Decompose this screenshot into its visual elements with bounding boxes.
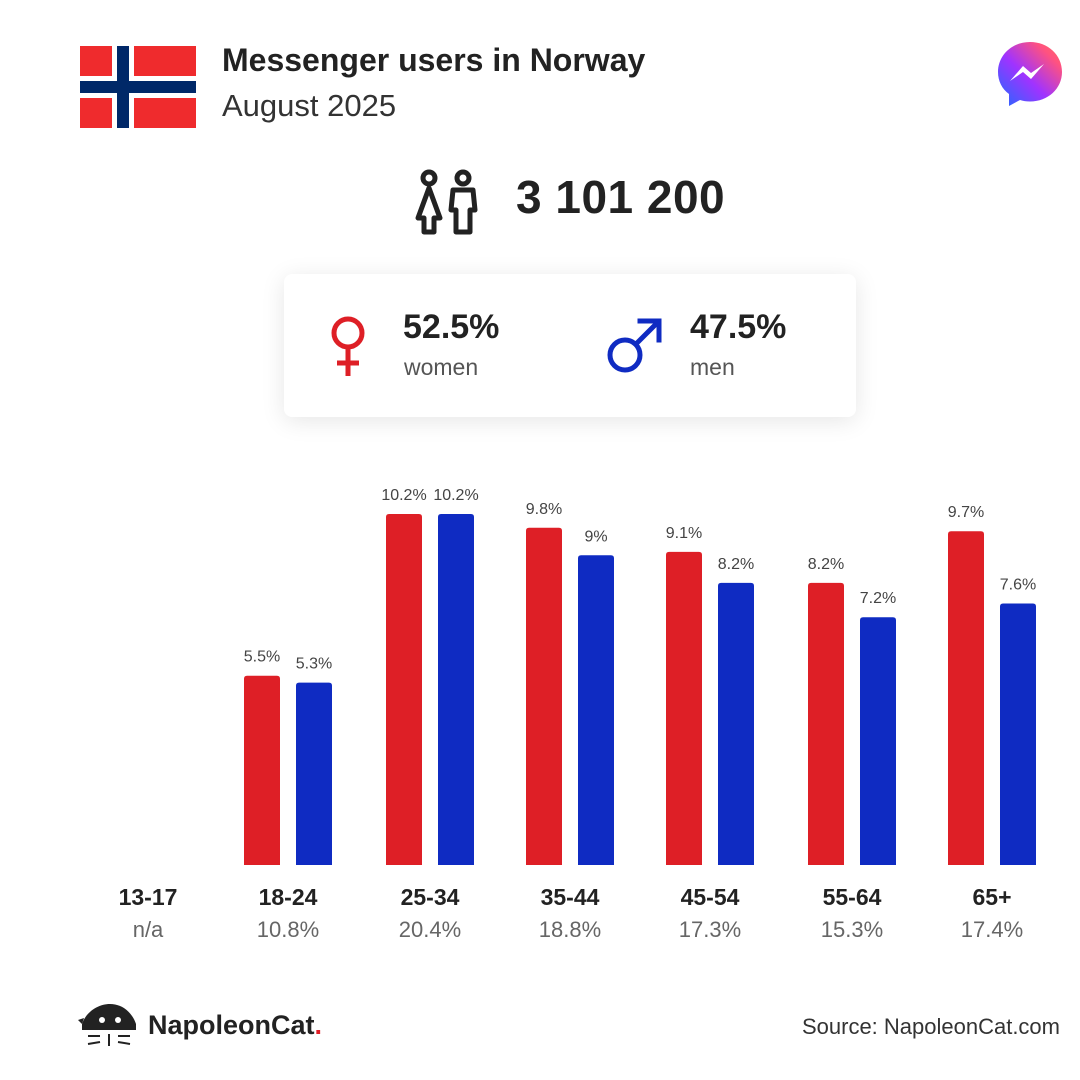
messenger-icon	[998, 42, 1062, 106]
data-label-women-25-34: 10.2%	[381, 487, 426, 504]
bar-women-55-64	[808, 582, 844, 865]
bar-women-65+	[948, 531, 984, 865]
age-group-label: 25-34	[400, 884, 460, 910]
bar-men-45-54	[718, 582, 754, 865]
data-label-women-65+: 9.7%	[948, 504, 984, 521]
men-percent: 47.5%	[690, 308, 787, 346]
women-label: women	[404, 354, 479, 380]
age-group-label: 55-64	[822, 884, 882, 910]
age-group-label: 65+	[972, 884, 1012, 910]
age-group-total: 10.8%	[256, 917, 320, 942]
page-subtitle: August 2025	[222, 88, 397, 123]
data-label-women-18-24: 5.5%	[244, 649, 280, 666]
brand-dot: .	[314, 1010, 323, 1040]
total-users: 3 101 200	[516, 171, 726, 223]
age-group-label: 45-54	[680, 884, 740, 910]
brand-name-text: NapoleonCat	[148, 1010, 315, 1040]
age-group-total: 17.4%	[960, 917, 1024, 942]
norway-flag-icon	[80, 46, 196, 128]
bar-men-18-24	[296, 682, 332, 865]
gender-card: 52.5% women 47.5% men	[284, 274, 856, 417]
bar-men-25-34	[438, 514, 474, 865]
age-group-total: n/a	[132, 917, 164, 942]
data-label-men-45-54: 8.2%	[718, 556, 754, 573]
age-group-total: 17.3%	[678, 917, 742, 942]
data-label-men-25-34: 10.2%	[433, 487, 478, 504]
bar-women-25-34	[386, 514, 422, 865]
page-title: Messenger users in Norway	[222, 42, 646, 78]
male-icon	[607, 318, 662, 373]
data-label-women-55-64: 8.2%	[808, 556, 844, 573]
bar-women-18-24	[244, 675, 280, 865]
data-label-men-18-24: 5.3%	[296, 656, 332, 673]
data-label-men-65+: 7.6%	[1000, 576, 1036, 593]
brand-name: NapoleonCat.	[148, 1010, 322, 1041]
age-group-label: 18-24	[258, 884, 318, 910]
data-label-men-35-44: 9%	[584, 528, 607, 545]
age-group-label: 13-17	[118, 884, 178, 910]
napoleoncat-logo	[78, 1004, 136, 1046]
age-gender-bar-chart: 5.5% 10.2% 9.8% 9.1% 8.2% 9.7% 5.3% 10.2% 9% 8.2%…	[244, 487, 1036, 865]
data-label-women-35-44: 9.8%	[526, 501, 562, 518]
age-group-label: 35-44	[540, 884, 600, 910]
bar-women-35-44	[526, 527, 562, 865]
source-credit: Source: NapoleonCat.com	[801, 1014, 1060, 1039]
data-label-women-45-54: 9.1%	[666, 525, 702, 542]
age-group-total: 15.3%	[820, 917, 884, 942]
bar-women-45-54	[666, 551, 702, 865]
bar-men-35-44	[578, 555, 614, 865]
women-percent: 52.5%	[403, 308, 500, 346]
users-icon	[415, 169, 478, 235]
age-group-total: 20.4%	[398, 917, 462, 942]
female-icon	[331, 316, 365, 376]
age-group-total: 18.8%	[538, 917, 602, 942]
data-label-men-55-64: 7.2%	[860, 590, 896, 607]
men-label: men	[690, 354, 735, 380]
bar-men-65+	[1000, 603, 1036, 865]
bar-men-55-64	[860, 617, 896, 865]
